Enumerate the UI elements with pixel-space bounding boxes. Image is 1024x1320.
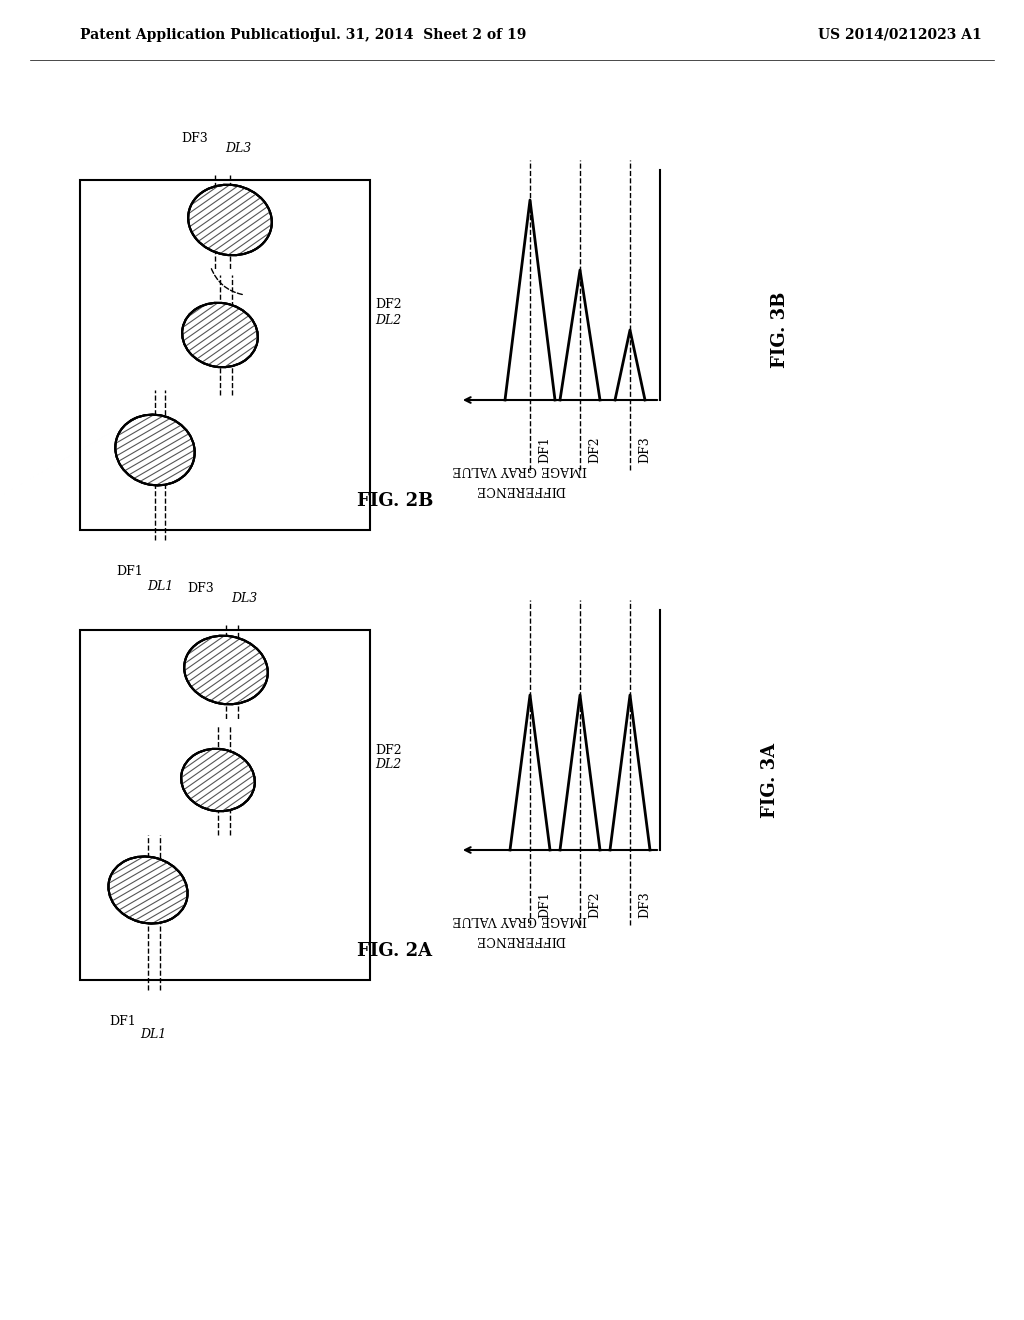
Ellipse shape [109, 857, 187, 924]
Bar [80, 630, 370, 979]
Text: DL3: DL3 [231, 591, 257, 605]
Text: FIG. 3B: FIG. 3B [771, 292, 790, 368]
Text: DF2: DF2 [375, 743, 401, 756]
Text: DF3: DF3 [187, 582, 214, 595]
Text: DF1: DF1 [538, 891, 551, 919]
Text: DL2: DL2 [375, 314, 401, 326]
Text: DF2: DF2 [588, 437, 601, 463]
Text: DL2: DL2 [375, 759, 401, 771]
Text: DF1: DF1 [538, 437, 551, 463]
Text: DF3: DF3 [638, 891, 651, 919]
Text: DL1: DL1 [140, 1028, 166, 1041]
Text: IMAGE GRAY VALUE: IMAGE GRAY VALUE [453, 463, 588, 477]
Text: DIFFERENCE: DIFFERENCE [475, 483, 565, 496]
Text: DIFFERENCE: DIFFERENCE [475, 933, 565, 946]
Text: FIG. 3A: FIG. 3A [761, 742, 779, 817]
Ellipse shape [181, 748, 255, 812]
Ellipse shape [116, 414, 195, 486]
Text: FIG. 2A: FIG. 2A [357, 942, 432, 960]
Text: DF2: DF2 [588, 892, 601, 919]
Ellipse shape [182, 302, 258, 367]
Text: FIG. 2B: FIG. 2B [356, 492, 433, 510]
Text: DF3: DF3 [181, 132, 208, 145]
Text: DF2: DF2 [375, 298, 401, 312]
Text: DL3: DL3 [225, 143, 251, 154]
Bar [80, 180, 370, 531]
Text: DF1: DF1 [110, 1015, 136, 1028]
Text: IMAGE GRAY VALUE: IMAGE GRAY VALUE [453, 913, 588, 927]
Text: US 2014/0212023 A1: US 2014/0212023 A1 [818, 28, 982, 42]
Text: DF1: DF1 [117, 565, 143, 578]
Ellipse shape [188, 185, 271, 255]
Text: DL1: DL1 [146, 579, 173, 593]
Text: Patent Application Publication: Patent Application Publication [80, 28, 319, 42]
Ellipse shape [184, 636, 268, 705]
Text: Jul. 31, 2014  Sheet 2 of 19: Jul. 31, 2014 Sheet 2 of 19 [313, 28, 526, 42]
Text: DF3: DF3 [638, 437, 651, 463]
